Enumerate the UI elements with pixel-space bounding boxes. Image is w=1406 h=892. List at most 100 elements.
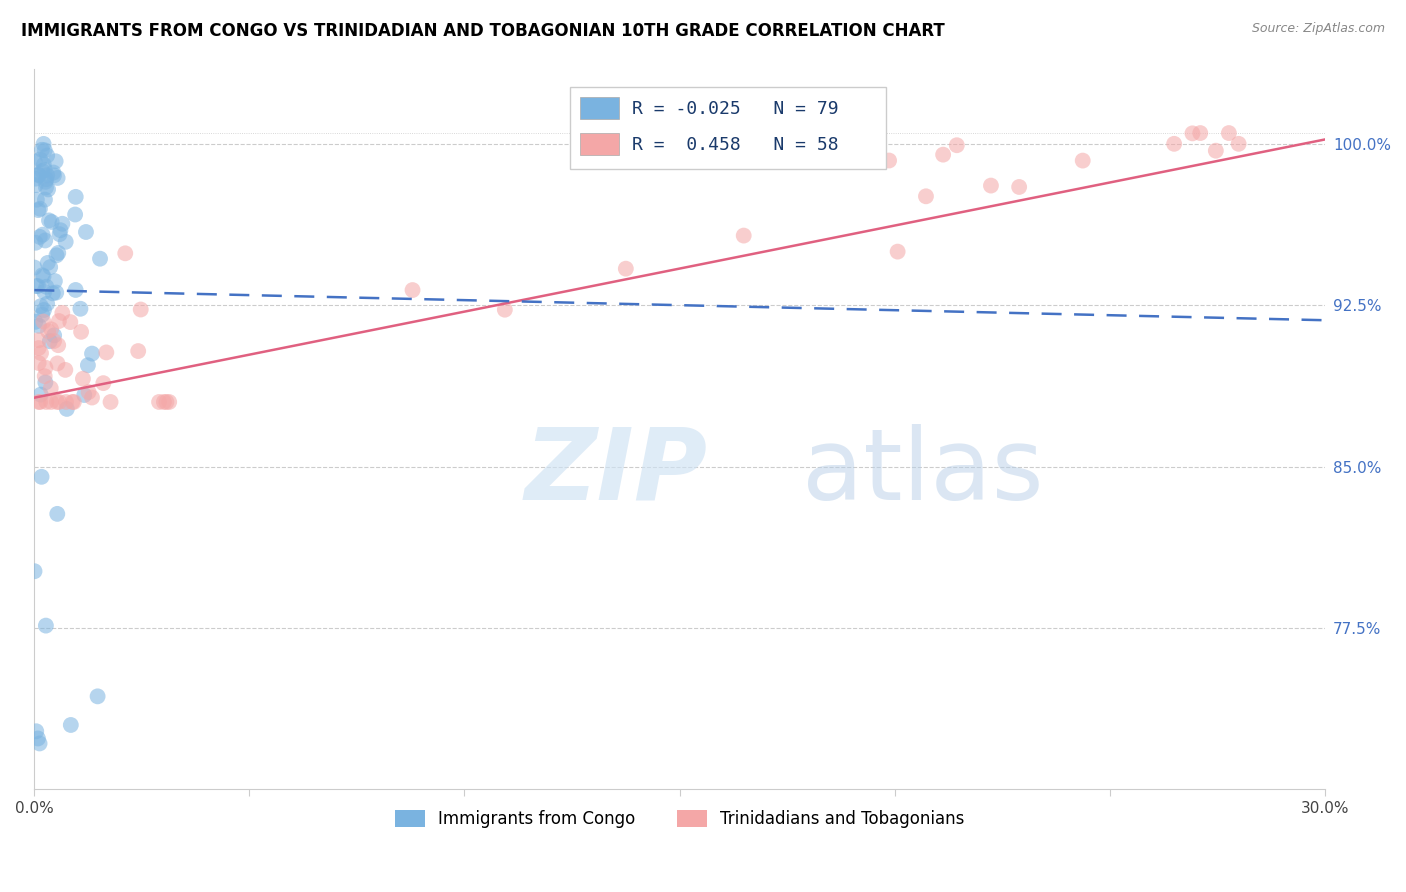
Point xyxy=(35,180,58,194)
Point xyxy=(31,143,53,157)
Point xyxy=(31,268,53,283)
Point xyxy=(34,376,56,390)
Point xyxy=(91,376,114,391)
Point xyxy=(148,395,170,409)
Bar xyxy=(581,134,619,155)
Point xyxy=(1181,127,1204,141)
Point xyxy=(34,234,56,248)
Point xyxy=(37,169,59,183)
Point xyxy=(48,395,70,409)
Point xyxy=(34,193,56,207)
Point xyxy=(49,223,72,237)
Point xyxy=(1218,126,1240,140)
Point xyxy=(31,164,53,178)
Point xyxy=(45,154,67,169)
Point xyxy=(31,227,53,242)
Point xyxy=(70,325,93,339)
Point xyxy=(39,381,62,395)
Point xyxy=(1189,126,1212,140)
Point xyxy=(39,322,62,336)
Point xyxy=(44,274,66,288)
Point xyxy=(37,296,59,310)
Text: atlas: atlas xyxy=(801,424,1043,521)
Point xyxy=(37,182,59,196)
Point xyxy=(75,225,97,239)
Point xyxy=(39,395,62,409)
Point xyxy=(157,395,180,409)
Point xyxy=(46,356,69,370)
Point xyxy=(32,314,55,328)
Point xyxy=(59,315,82,329)
Point xyxy=(69,301,91,316)
Point xyxy=(32,303,55,318)
Point xyxy=(25,279,48,293)
Point xyxy=(27,168,49,182)
Point xyxy=(401,283,423,297)
Point xyxy=(886,244,908,259)
Point xyxy=(100,395,122,409)
Point xyxy=(877,153,900,168)
Point xyxy=(42,165,65,179)
Point xyxy=(42,169,65,183)
Point xyxy=(153,395,176,409)
Text: IMMIGRANTS FROM CONGO VS TRINIDADIAN AND TOBAGONIAN 10TH GRADE CORRELATION CHART: IMMIGRANTS FROM CONGO VS TRINIDADIAN AND… xyxy=(21,22,945,40)
Point xyxy=(53,363,76,377)
Point xyxy=(946,138,969,153)
Point xyxy=(1008,180,1031,194)
Point xyxy=(614,261,637,276)
Point xyxy=(42,286,65,301)
Point xyxy=(28,169,51,183)
Point xyxy=(1205,144,1227,158)
Point xyxy=(37,256,59,270)
Point xyxy=(28,356,51,370)
Point xyxy=(27,279,49,293)
Point xyxy=(28,395,51,409)
Point xyxy=(35,172,58,186)
Point xyxy=(32,269,55,284)
Point xyxy=(28,333,51,347)
Point xyxy=(30,395,52,409)
Point xyxy=(34,285,56,299)
Point xyxy=(28,736,51,750)
Point xyxy=(30,299,52,313)
Text: ZIP: ZIP xyxy=(524,424,707,521)
Point xyxy=(733,228,755,243)
Point xyxy=(38,334,60,349)
Point xyxy=(37,148,59,162)
Point xyxy=(1071,153,1094,168)
Point xyxy=(46,507,69,521)
Point xyxy=(60,395,83,409)
Text: R = -0.025   N = 79: R = -0.025 N = 79 xyxy=(631,100,838,118)
Point xyxy=(77,358,100,372)
Point xyxy=(77,384,100,399)
Point xyxy=(28,341,51,355)
Point xyxy=(24,178,46,192)
Point xyxy=(35,395,58,409)
Point xyxy=(59,718,82,732)
Point xyxy=(63,207,86,221)
Point xyxy=(39,260,62,274)
Point xyxy=(55,395,77,409)
Point xyxy=(80,391,103,405)
Point xyxy=(24,315,46,329)
Text: R =  0.458   N = 58: R = 0.458 N = 58 xyxy=(631,136,838,153)
Point xyxy=(89,252,111,266)
Point xyxy=(65,190,87,204)
Point xyxy=(25,193,48,207)
Point xyxy=(114,246,136,260)
Point xyxy=(129,302,152,317)
Point xyxy=(45,285,67,300)
Point xyxy=(48,227,70,242)
Point xyxy=(37,324,59,338)
Point xyxy=(24,235,46,250)
Point xyxy=(24,564,46,578)
Point xyxy=(65,283,87,297)
Point xyxy=(31,308,53,322)
Point xyxy=(72,372,94,386)
Point xyxy=(55,235,77,249)
Bar xyxy=(581,97,619,119)
Point xyxy=(96,345,118,359)
Point xyxy=(1163,136,1185,151)
Point xyxy=(32,136,55,151)
Point xyxy=(30,153,52,167)
